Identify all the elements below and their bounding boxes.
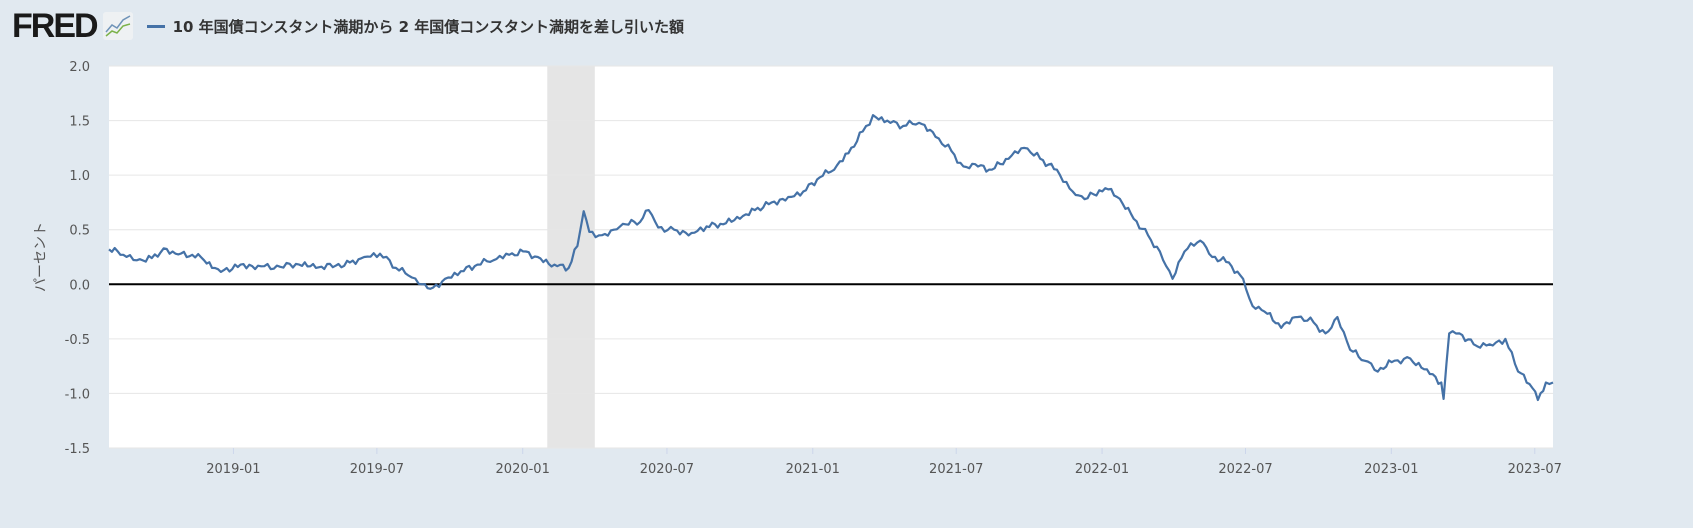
y-tick-label: 0.5 [69,224,90,239]
x-tick-label: 2020-07 [640,462,694,477]
x-tick-label: 2022-07 [1218,462,1272,477]
y-tick-label: 1.5 [69,115,90,130]
y-tick-label: 1.0 [69,169,90,184]
x-tick-label: 2021-07 [929,462,983,477]
x-tick-label: 2022-01 [1075,462,1129,477]
recession-shade [547,66,595,448]
plot-area [109,66,1553,448]
x-tick-label: 2023-07 [1508,462,1562,477]
legend-swatch [146,24,165,28]
chart-header: FRED 10 年国債コンスタント満期から 2 年国債コンスタント満期を差し引い… [12,6,684,45]
y-axis-label: パーセント [33,222,49,292]
x-tick-label: 2023-01 [1364,462,1418,477]
x-tick-label: 2021-01 [786,462,840,477]
series-line [108,114,1554,402]
x-tick-label: 2019-07 [350,462,404,477]
x-tick-label: 2019-01 [206,462,260,477]
fred-logo[interactable]: FRED [12,6,99,45]
y-tick-label: -1.0 [65,387,90,402]
line-chart-icon [102,12,133,40]
y-tick-label: -0.5 [65,333,90,348]
y-tick-label: 2.0 [69,60,90,75]
y-tick-label: 0.0 [69,278,90,293]
series-title: 10 年国債コンスタント満期から 2 年国債コンスタント満期を差し引いた額 [172,17,684,36]
x-tick-label: 2020-01 [496,462,550,477]
y-tick-label: -1.5 [65,442,90,457]
